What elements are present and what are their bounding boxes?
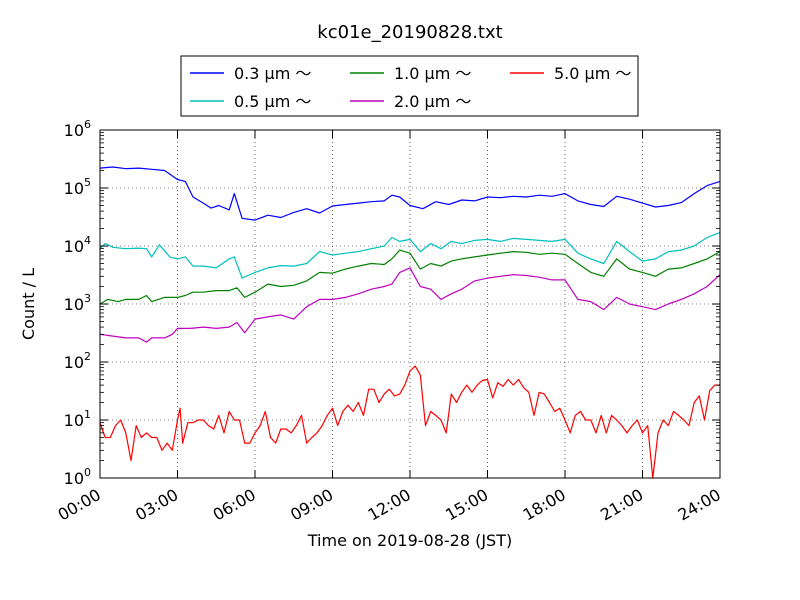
series-line	[99, 232, 721, 279]
legend-box	[180, 55, 639, 117]
x-tick-label: 00:00	[55, 485, 104, 525]
y-tick-label: 106	[64, 118, 91, 140]
legend: 0.3 μm ～ 0.5 μm ～ 1.0 μm ～ 2.0 μm ～ 5.0 μm ～	[180, 55, 639, 117]
x-tick-label: 06:00	[210, 485, 259, 525]
y-axis-label: Count / L	[19, 268, 38, 340]
x-tick-label: 15:00	[442, 485, 491, 525]
y-tick-label: 104	[64, 234, 91, 256]
x-tick-label: 12:00	[365, 485, 414, 525]
series-line	[99, 166, 721, 221]
y-axis-ticks: 100 101 102 103 104 105 106	[64, 118, 720, 488]
x-tick-label: 09:00	[287, 485, 336, 525]
legend-label: 5.0 μm ～	[554, 64, 631, 83]
legend-label: 2.0 μm ～	[394, 92, 471, 111]
x-axis-label: Time on 2019-08-28 (JST)	[307, 531, 512, 550]
y-tick-label: 102	[64, 350, 91, 372]
x-tick-label: 03:00	[132, 485, 181, 525]
legend-items: 0.3 μm ～ 0.5 μm ～ 1.0 μm ～ 2.0 μm ～ 5.0 μm ～	[190, 64, 631, 111]
chart-title: kc01e_20190828.txt	[317, 22, 502, 43]
series-line	[99, 267, 721, 343]
series-line	[99, 365, 720, 479]
y-tick-label: 101	[64, 408, 91, 430]
y-tick-label: 105	[64, 176, 91, 198]
series-line	[99, 249, 721, 305]
y-tick-label: 100	[64, 466, 91, 488]
legend-label: 1.0 μm ～	[394, 64, 471, 83]
y-tick-label: 103	[64, 292, 91, 314]
x-tick-label: 18:00	[520, 485, 569, 525]
series-lines	[99, 166, 721, 479]
legend-label: 0.3 μm ～	[234, 64, 311, 83]
x-tick-label: 21:00	[597, 485, 646, 525]
x-tick-label: 24:00	[675, 485, 724, 525]
legend-label: 0.5 μm ～	[234, 92, 311, 111]
